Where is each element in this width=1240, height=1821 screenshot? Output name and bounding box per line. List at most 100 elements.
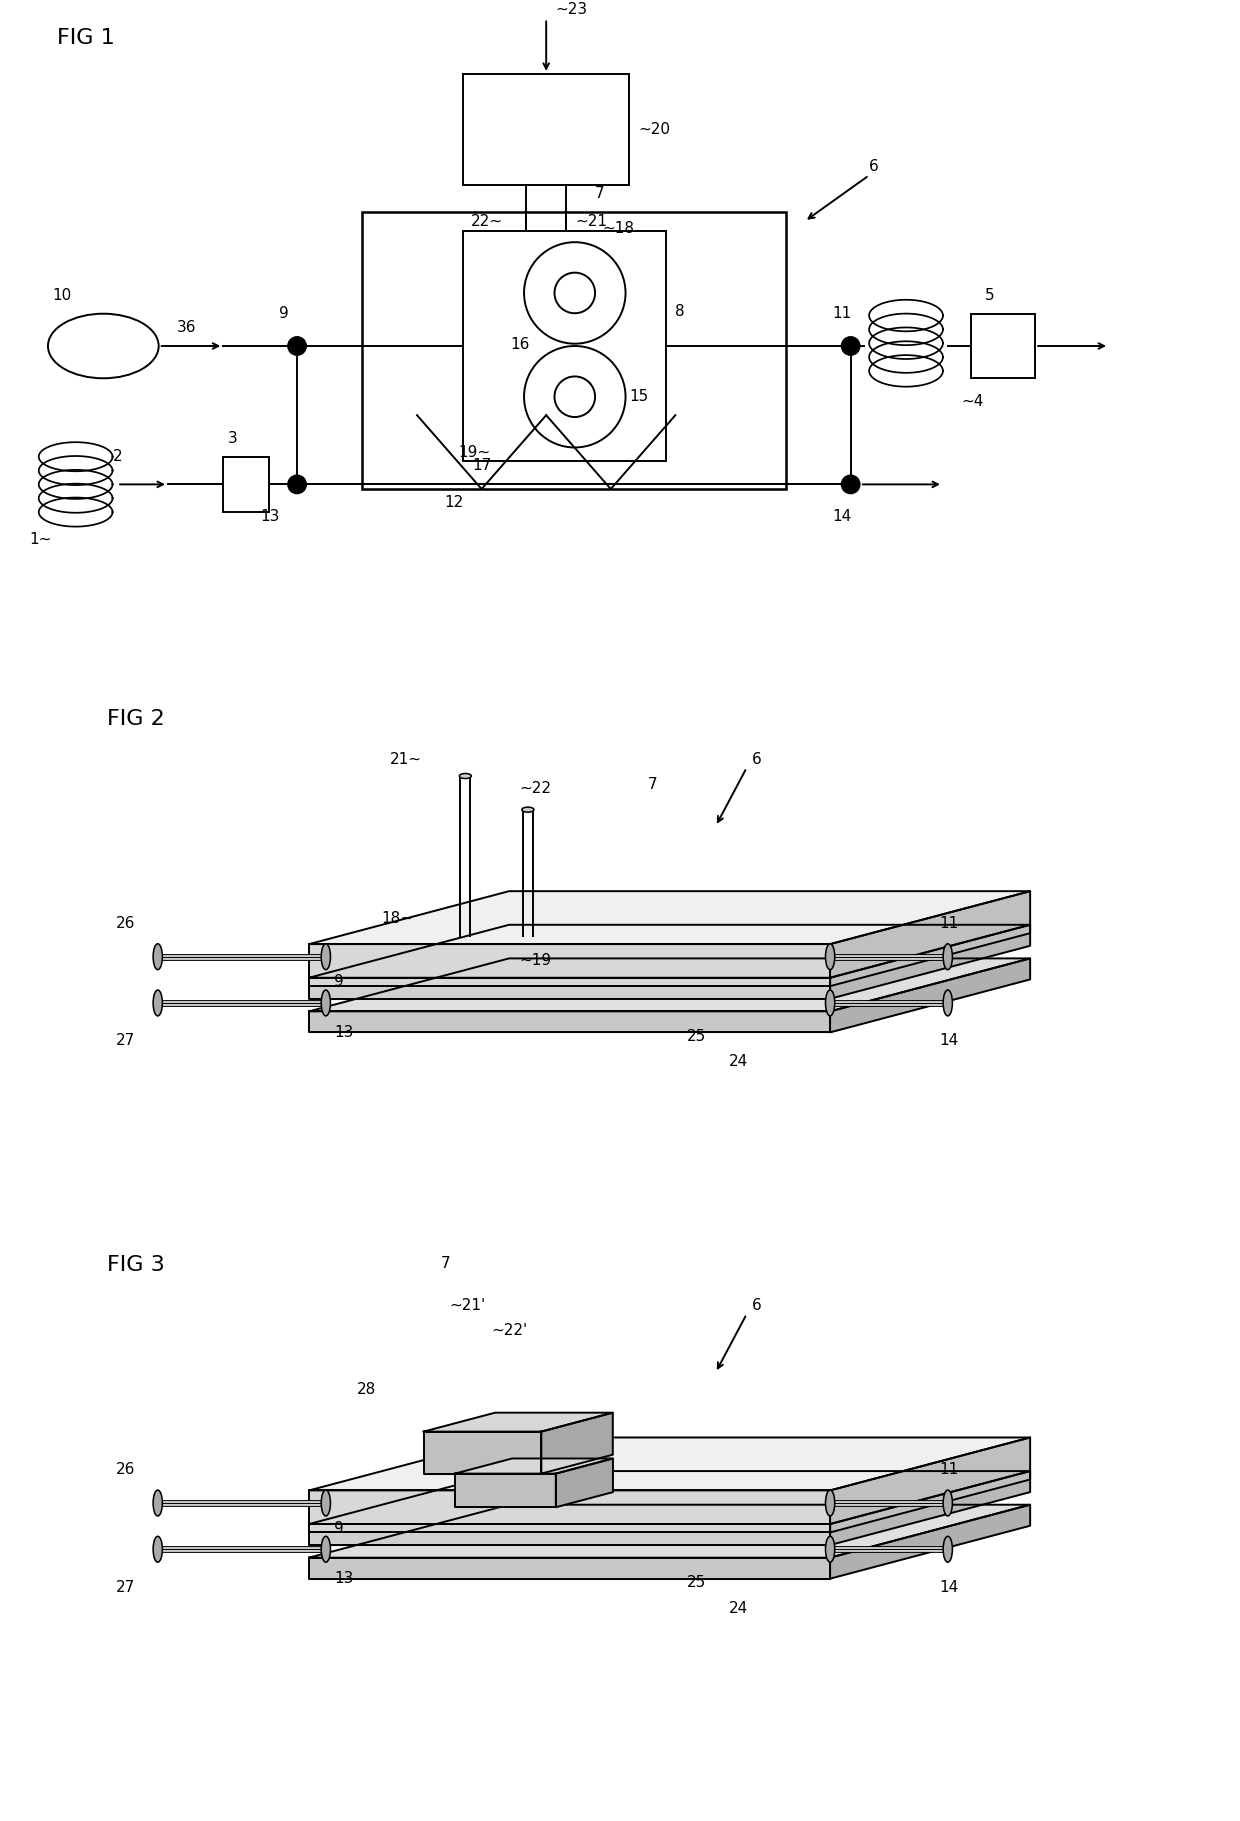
Text: 7: 7 — [647, 778, 657, 792]
Text: FIG 1: FIG 1 — [57, 27, 115, 47]
Text: 26: 26 — [115, 1462, 135, 1477]
Bar — [223, 457, 269, 512]
Bar — [464, 75, 629, 184]
Text: 13: 13 — [335, 1025, 353, 1040]
Text: 11: 11 — [940, 916, 959, 931]
Text: 26: 26 — [115, 916, 135, 931]
Ellipse shape — [321, 991, 331, 1016]
Circle shape — [288, 337, 306, 355]
Polygon shape — [309, 1011, 830, 1033]
Ellipse shape — [321, 1490, 331, 1515]
Ellipse shape — [459, 774, 471, 779]
Polygon shape — [309, 1504, 1030, 1557]
Text: 7: 7 — [595, 186, 605, 202]
Text: 19~: 19~ — [459, 444, 491, 459]
Text: ~21: ~21 — [575, 213, 608, 229]
Polygon shape — [830, 1437, 1030, 1533]
Text: 5: 5 — [985, 288, 994, 302]
Ellipse shape — [826, 991, 835, 1016]
Ellipse shape — [153, 1490, 162, 1515]
Text: FIG 3: FIG 3 — [108, 1255, 165, 1275]
Text: 14: 14 — [940, 1579, 959, 1595]
Polygon shape — [455, 1459, 613, 1473]
Polygon shape — [455, 1473, 556, 1508]
Text: ~23: ~23 — [556, 2, 588, 16]
Ellipse shape — [153, 1537, 162, 1562]
Text: FIG 2: FIG 2 — [108, 708, 165, 728]
Text: 6: 6 — [869, 158, 879, 173]
Text: ~29: ~29 — [556, 1457, 588, 1473]
Text: 11: 11 — [940, 1462, 959, 1477]
Polygon shape — [830, 1471, 1030, 1544]
Polygon shape — [424, 1431, 542, 1473]
Text: 25: 25 — [687, 1029, 706, 1043]
Polygon shape — [309, 1524, 830, 1544]
Text: 18~: 18~ — [382, 910, 413, 927]
Ellipse shape — [321, 1537, 331, 1562]
Ellipse shape — [944, 943, 952, 969]
Text: 21~: 21~ — [389, 752, 422, 767]
Text: 9: 9 — [335, 1521, 343, 1535]
Bar — [971, 313, 1035, 379]
Polygon shape — [309, 1437, 1030, 1490]
Bar — [464, 231, 666, 461]
Polygon shape — [309, 1557, 830, 1579]
Text: ~22': ~22' — [491, 1324, 527, 1338]
Polygon shape — [424, 1413, 613, 1431]
Text: 10: 10 — [52, 288, 72, 302]
Polygon shape — [309, 978, 830, 998]
Ellipse shape — [944, 1490, 952, 1515]
Polygon shape — [309, 1490, 830, 1533]
Text: 3: 3 — [228, 432, 238, 446]
Text: 9: 9 — [335, 974, 343, 989]
Text: 6: 6 — [751, 752, 761, 767]
Polygon shape — [309, 943, 830, 987]
Text: 14: 14 — [832, 510, 852, 524]
Text: ~19: ~19 — [520, 954, 552, 969]
Polygon shape — [309, 925, 1030, 978]
Polygon shape — [830, 890, 1030, 987]
Text: ~22: ~22 — [520, 781, 552, 796]
Polygon shape — [830, 1504, 1030, 1579]
Polygon shape — [830, 958, 1030, 1033]
Text: ~4: ~4 — [961, 393, 983, 410]
Ellipse shape — [944, 1537, 952, 1562]
Text: 11: 11 — [832, 306, 852, 320]
Bar — [362, 213, 786, 490]
Text: ~21': ~21' — [449, 1298, 485, 1313]
Ellipse shape — [944, 991, 952, 1016]
Text: 17: 17 — [472, 459, 491, 473]
Text: 1~: 1~ — [30, 532, 52, 548]
Text: 13: 13 — [260, 510, 279, 524]
Text: 7: 7 — [440, 1256, 450, 1271]
Text: 6: 6 — [751, 1298, 761, 1313]
Text: 8: 8 — [676, 304, 684, 319]
Ellipse shape — [153, 991, 162, 1016]
Text: 16: 16 — [510, 337, 529, 351]
Text: 24: 24 — [728, 1601, 748, 1615]
Ellipse shape — [826, 1537, 835, 1562]
Polygon shape — [309, 890, 1030, 943]
Ellipse shape — [522, 807, 534, 812]
Ellipse shape — [321, 943, 331, 969]
Text: 13: 13 — [335, 1572, 353, 1586]
Polygon shape — [542, 1413, 613, 1473]
Polygon shape — [309, 958, 1030, 1011]
Circle shape — [288, 475, 306, 493]
Text: 12: 12 — [445, 495, 464, 510]
Text: ~20: ~20 — [639, 122, 671, 137]
Text: 22~: 22~ — [471, 213, 503, 229]
Text: 15: 15 — [629, 390, 649, 404]
Text: 36: 36 — [177, 320, 197, 335]
Text: 9: 9 — [279, 306, 289, 320]
Circle shape — [842, 475, 859, 493]
Polygon shape — [556, 1459, 613, 1508]
Text: 2: 2 — [113, 450, 123, 464]
Circle shape — [842, 337, 859, 355]
Text: 25: 25 — [687, 1575, 706, 1590]
Ellipse shape — [826, 943, 835, 969]
Polygon shape — [830, 925, 1030, 998]
Text: 27: 27 — [115, 1033, 135, 1049]
Text: 27: 27 — [115, 1579, 135, 1595]
Polygon shape — [309, 1471, 1030, 1524]
